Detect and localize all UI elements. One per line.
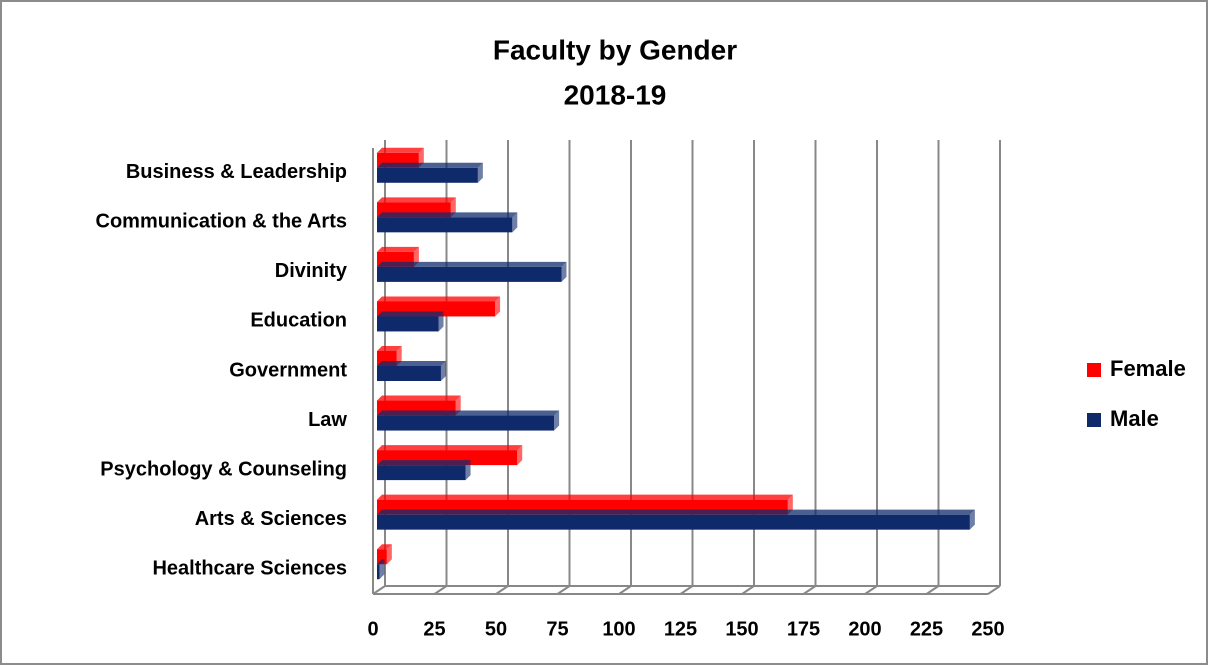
bar-face [554, 410, 560, 431]
bar-face [377, 460, 471, 466]
bar-face [377, 346, 402, 351]
y-tick-label: Divinity [275, 260, 348, 282]
floor-tick [372, 585, 386, 595]
bar [377, 544, 392, 565]
bar-face [377, 316, 439, 332]
x-tick-label: 225 [910, 618, 943, 640]
bar [377, 559, 385, 580]
bar-face [377, 410, 560, 416]
x-tick-label: 0 [367, 618, 378, 640]
floor-tick [618, 585, 632, 595]
x-tick-label: 25 [423, 618, 445, 640]
x-tick-label: 200 [848, 618, 881, 640]
y-tick-label: Arts & Sciences [195, 508, 347, 530]
bar [377, 311, 444, 332]
bar-face [377, 366, 441, 381]
bar-face [377, 514, 970, 530]
legend-swatch [1087, 363, 1101, 377]
bar-face [386, 544, 392, 565]
bar-face [377, 509, 975, 515]
floor-tick [679, 585, 694, 595]
bar [377, 361, 446, 381]
bar-face [377, 212, 518, 218]
y-tick-label: Government [229, 359, 347, 381]
bar-face [465, 460, 471, 481]
bar [377, 460, 471, 481]
bar-face [969, 509, 975, 530]
floor-tick [925, 585, 940, 595]
bar-face [377, 445, 523, 451]
floor-tick [433, 585, 448, 595]
bar-face [377, 266, 562, 282]
legend-swatch [1087, 413, 1101, 427]
bar-face [377, 559, 385, 565]
y-tick-label: Psychology & Counseling [100, 458, 347, 480]
bar-face [377, 261, 567, 267]
bar-face [377, 296, 501, 302]
bar-face [517, 445, 523, 466]
bar-face [377, 217, 513, 233]
bar-face [512, 212, 518, 233]
floor-tick [556, 585, 571, 595]
legend-label: Female [1110, 356, 1186, 381]
bar-face [377, 311, 444, 317]
bar [377, 162, 483, 183]
bar-face [377, 415, 555, 431]
bar [377, 212, 518, 233]
bar [377, 410, 560, 431]
floor-tick [495, 585, 509, 595]
bar-face [377, 197, 456, 203]
bar-face [377, 167, 478, 183]
bar-face [377, 147, 424, 153]
floor-tick [987, 585, 1001, 595]
x-tick-label: 50 [485, 618, 507, 640]
floor-tick [802, 585, 817, 595]
bar-face [438, 311, 444, 332]
x-tick-label: 125 [664, 618, 697, 640]
bar-face [561, 261, 567, 282]
bar-face [477, 162, 483, 183]
x-tick-label: 175 [787, 618, 820, 640]
x-tick-label: 250 [971, 618, 1004, 640]
bar-face [440, 361, 446, 381]
bar-face [377, 246, 419, 252]
floor-tick [741, 585, 755, 595]
bar-face [379, 559, 385, 580]
bar-face [377, 162, 483, 168]
bar [377, 509, 975, 530]
bar-face [377, 395, 461, 401]
chart-subtitle: 2018-19 [564, 79, 667, 110]
y-tick-label: Communication & the Arts [96, 211, 348, 233]
chart-title: Faculty by Gender [493, 34, 737, 65]
bar-face [377, 361, 446, 366]
y-tick-label: Business & Leadership [126, 161, 347, 183]
x-tick-label: 75 [546, 618, 568, 640]
bar [377, 261, 567, 282]
x-tick-label: 100 [602, 618, 635, 640]
bar-face [377, 549, 387, 565]
floor-tick [864, 585, 878, 595]
legend-label: Male [1110, 406, 1159, 431]
bar-face [377, 544, 392, 550]
x-tick-label: 150 [725, 618, 758, 640]
bar-face [495, 296, 501, 317]
bar-face [377, 494, 793, 500]
bar-face [377, 564, 380, 580]
bar-face [377, 465, 466, 481]
y-tick-label: Education [250, 310, 347, 332]
y-tick-label: Law [308, 409, 347, 431]
y-tick-label: Healthcare Sciences [152, 558, 347, 580]
